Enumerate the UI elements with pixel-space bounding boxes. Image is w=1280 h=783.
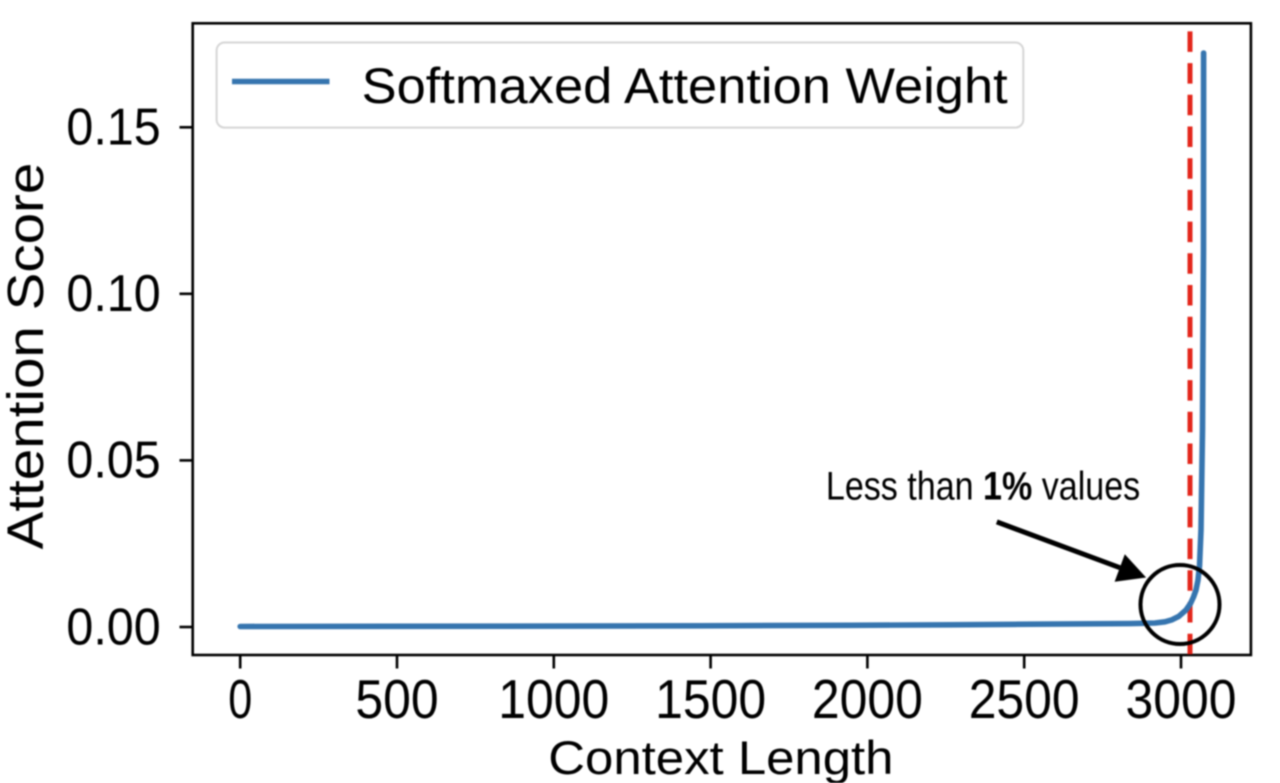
svg-text:1500: 1500	[655, 668, 766, 730]
svg-text:Context Length: Context Length	[548, 731, 893, 783]
svg-text:0.15: 0.15	[66, 99, 160, 157]
svg-text:Attention Score: Attention Score	[0, 163, 54, 550]
svg-text:Softmaxed Attention Weight: Softmaxed Attention Weight	[362, 58, 1008, 114]
svg-text:Less than 1% values: Less than 1% values	[826, 463, 1140, 508]
svg-text:0.10: 0.10	[66, 265, 160, 323]
svg-text:0.05: 0.05	[66, 432, 160, 490]
svg-text:0.00: 0.00	[66, 598, 160, 656]
svg-text:500: 500	[355, 668, 438, 730]
svg-text:0: 0	[228, 668, 252, 730]
svg-text:1000: 1000	[498, 668, 609, 730]
svg-text:2500: 2500	[969, 668, 1080, 730]
svg-text:2000: 2000	[812, 668, 923, 730]
svg-text:3000: 3000	[1126, 668, 1237, 730]
